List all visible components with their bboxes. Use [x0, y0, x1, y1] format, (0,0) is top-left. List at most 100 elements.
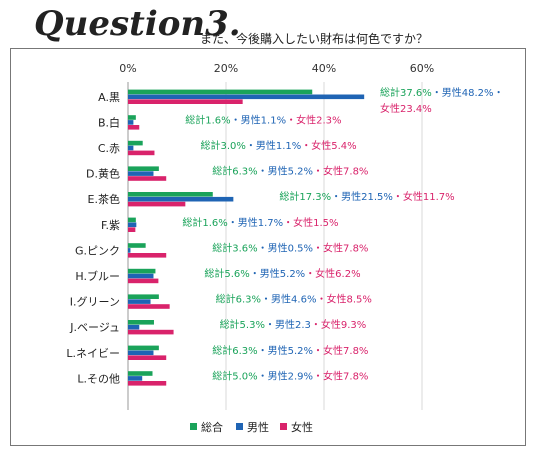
legend-label: 総合 [201, 420, 223, 434]
question-number: Question3. [34, 4, 241, 44]
bar-male [128, 171, 154, 176]
bar-female [128, 99, 243, 104]
data-label-part: ・男性5.2% [258, 165, 313, 178]
data-label-part: ・女性7.8% [313, 165, 368, 178]
data-label: 総計6.3%・男性5.2%・女性7.8% [212, 165, 368, 178]
data-label-part: ・女性7.8% [313, 344, 368, 357]
data-label-part: 総計3.0% [200, 139, 245, 152]
bar-male [128, 299, 151, 304]
category-label: J.ベージュ [69, 321, 120, 334]
data-label: 総計5.0%・男性2.9%・女性7.8% [212, 369, 368, 382]
data-label-part: ・男性5.2% [258, 344, 313, 357]
bar-female [128, 278, 159, 284]
bar-total [128, 320, 154, 325]
category-label: G.ピンク [75, 244, 120, 257]
bar-total [128, 115, 136, 120]
data-label: 総計5.3%・男性2.3・女性9.3% [220, 318, 367, 331]
bar-female [128, 253, 167, 258]
legend-swatch [280, 423, 287, 430]
bar-female [128, 304, 170, 309]
bar-total [128, 268, 156, 274]
bar-total [128, 217, 136, 223]
data-label-part: 総計5.0% [212, 369, 257, 382]
bar-female [128, 227, 136, 232]
data-label-part: ・男性2.3 [265, 318, 311, 331]
data-label-part: ・男性48.2% [432, 86, 494, 99]
x-tick-label: 0% [119, 62, 136, 75]
bar-total [128, 166, 159, 171]
data-label: 総計1.6%・男性1.1%・女性2.3% [185, 113, 341, 126]
data-label-part: ・女性7.8% [313, 369, 368, 382]
data-label-part: ・男性21.5% [331, 190, 393, 203]
bar-female [128, 201, 186, 207]
data-label: 総計6.3%・男性4.6%・女性8.5% [216, 293, 372, 306]
category-label: L.その他 [77, 372, 120, 385]
data-label-part: ・女性9.3% [311, 318, 366, 331]
category-label: E.茶色 [88, 192, 120, 206]
bar-male [128, 273, 154, 279]
legend-label: 女性 [291, 420, 313, 434]
chart-title: また、今後購入したい財布は何色ですか？ [200, 32, 429, 46]
bar-male [128, 350, 154, 356]
x-tick-label: 40% [312, 62, 336, 75]
data-label-part: ・女性2.3% [286, 113, 341, 126]
data-label: 総計3.0%・男性1.1%・女性5.4% [200, 139, 356, 152]
data-label-part: 総計1.6% [185, 113, 230, 126]
chart-frame [10, 48, 526, 446]
bar-total [128, 243, 146, 248]
data-label: 総計37.6%・男性48.2%・ [380, 86, 504, 99]
data-label-part: ・男性4.6% [261, 293, 316, 306]
bar-male [128, 145, 134, 151]
bar-male [128, 248, 131, 253]
data-label-part: ・女性7.8% [313, 241, 368, 254]
category-label: D.黄色 [86, 167, 120, 181]
bar-male [128, 324, 140, 330]
bar-male [128, 94, 365, 100]
data-label-part: ・男性1.1% [246, 139, 301, 152]
category-label: C.赤 [98, 142, 120, 155]
bar-female [128, 150, 155, 156]
bar-male [128, 196, 234, 202]
bar-total [128, 140, 143, 146]
data-label-part: ・女性1.5% [283, 216, 338, 229]
data-label-part: ・女性5.4% [301, 139, 356, 152]
data-label-part: 総計5.6% [204, 267, 249, 280]
data-label-part: 総計17.3% [279, 190, 331, 203]
bar-female [128, 381, 167, 386]
bar-male [128, 222, 137, 228]
bar-total [128, 89, 313, 95]
data-label-part: 総計1.6% [182, 216, 227, 229]
data-label: 総計3.6%・男性0.5%・女性7.8% [212, 241, 368, 254]
data-label-part: 総計6.3% [212, 344, 257, 357]
data-label-part: ・男性1.1% [231, 113, 286, 126]
bar-total [128, 192, 213, 197]
x-tick-label: 20% [214, 62, 238, 75]
data-label-part: ・男性5.2% [250, 267, 305, 280]
category-label: B.白 [98, 115, 120, 129]
data-label: 総計1.6%・男性1.7%・女性1.5% [182, 216, 338, 229]
data-label-part: 総計5.3% [220, 318, 265, 331]
bar-total [128, 371, 153, 376]
data-label-part: ・女性8.5% [316, 293, 371, 306]
data-label: 総計5.6%・男性5.2%・女性6.2% [204, 267, 360, 280]
data-label-part: 総計3.6% [212, 241, 257, 254]
data-label-part: ・男性2.9% [258, 369, 313, 382]
bar-male [128, 120, 134, 125]
bar-female [128, 329, 174, 335]
category-label: I.グリーン [70, 295, 120, 309]
category-label: L.ネイビー [66, 347, 120, 360]
category-label: A.黒 [98, 91, 120, 104]
data-label-part: ・男性1.7% [228, 216, 283, 229]
data-label-part: 総計6.3% [212, 165, 257, 178]
chart-header: Question3. また、今後購入したい財布は何色ですか？ [0, 0, 536, 52]
legend-label: 男性 [247, 420, 269, 434]
data-label-part: ・男性0.5% [258, 241, 313, 254]
bar-female [128, 125, 140, 130]
data-label: 総計17.3%・男性21.5%・女性11.7% [279, 190, 454, 203]
data-label-part: ・女性11.7% [393, 190, 455, 203]
data-label-part: ・女性6.2% [305, 267, 360, 280]
category-label: H.ブルー [75, 269, 120, 283]
bar-female [128, 355, 167, 360]
bar-total [128, 294, 159, 299]
